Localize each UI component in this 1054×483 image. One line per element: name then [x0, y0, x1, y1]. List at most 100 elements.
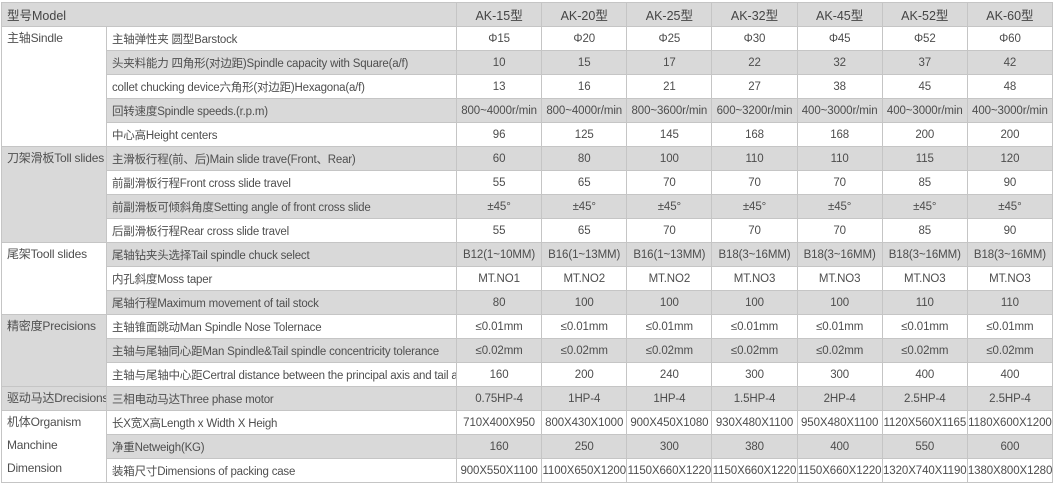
spec-label-cell: 内孔斜度Moss taper	[105, 266, 458, 291]
value-cell: 70	[626, 170, 713, 195]
value-cell: ≤0.01mm	[456, 314, 543, 339]
value-cell: 120	[966, 146, 1054, 171]
value-cell: 400~3000r/min	[966, 98, 1054, 123]
value-cell: ≤0.01mm	[541, 314, 628, 339]
value-cell: 22	[711, 50, 798, 75]
spec-label-cell: 装箱尺寸Dimensions of packing case	[105, 458, 458, 483]
group-label-line: Manchine	[7, 438, 58, 453]
value-cell: 200	[966, 122, 1054, 147]
table-row: 回转速度Spindle speeds.(r.p.m) 800~4000r/min…	[1, 98, 1054, 123]
value-cell: 160	[456, 434, 543, 459]
value-cell: 10	[456, 50, 543, 75]
value-cell: 17	[626, 50, 713, 75]
value-cell: 100	[796, 290, 883, 315]
spec-label-cell: 三相电动马达Three phase motor	[105, 386, 458, 411]
spec-label-cell: 前副滑板可倾斜角度Setting angle of front cross sl…	[105, 194, 458, 219]
value-cell: 1100X650X1200	[541, 458, 628, 483]
spec-label-cell: 主轴与尾轴中心距Certral distance between the pri…	[105, 362, 458, 387]
value-cell: 100	[711, 290, 798, 315]
column-header-model: AK-32型	[711, 2, 798, 27]
value-cell: 900X550X1100	[456, 458, 543, 483]
column-header-model: AK-45型	[796, 2, 883, 27]
value-cell: 60	[456, 146, 543, 171]
value-cell: ±45°	[626, 194, 713, 219]
column-header-model: AK-52型	[881, 2, 968, 27]
column-header-model: AK-20型	[541, 2, 628, 27]
value-cell: 15	[541, 50, 628, 75]
value-cell: Φ25	[626, 26, 713, 51]
value-cell: MT.NO3	[966, 266, 1054, 291]
value-cell: 240	[626, 362, 713, 387]
value-cell: ≤0.01mm	[796, 314, 883, 339]
spec-label-cell: 净重Netweigh(KG)	[105, 434, 458, 459]
table-row: 装箱尺寸Dimensions of packing case 900X550X1…	[1, 458, 1054, 483]
value-cell: 550	[881, 434, 968, 459]
value-cell: 300	[626, 434, 713, 459]
value-cell: Φ52	[881, 26, 968, 51]
value-cell: 400	[881, 362, 968, 387]
table-row: 前副滑板可倾斜角度Setting angle of front cross sl…	[1, 194, 1054, 219]
group-label-line: 机体Organism	[7, 415, 82, 429]
value-cell: MT.NO2	[541, 266, 628, 291]
group-label-cell: 驱动马达Drecisions	[1, 386, 107, 411]
spec-label-cell: 尾轴行程Maximum movement of tail stock	[105, 290, 458, 315]
value-cell: 1150X660X1220	[626, 458, 713, 483]
table-row: 驱动马达Drecisions 三相电动马达Three phase motor 0…	[1, 386, 1054, 411]
value-cell: Φ20	[541, 26, 628, 51]
value-cell: 168	[796, 122, 883, 147]
table-row: 主轴与尾轴同心距Man Spindle&Tail spindle concent…	[1, 338, 1054, 363]
value-cell: 400~3000r/min	[881, 98, 968, 123]
value-cell: ≤0.01mm	[881, 314, 968, 339]
spec-label-cell: 主轴弹性夹 圆型Barstock	[105, 26, 458, 51]
value-cell: ±45°	[966, 194, 1054, 219]
table-row: 前副滑板行程Front cross slide travel 55 65 70 …	[1, 170, 1054, 195]
table-row: 后副滑板行程Rear cross slide travel 55 65 70 7…	[1, 218, 1054, 243]
value-cell: ≤0.01mm	[711, 314, 798, 339]
value-cell: 90	[966, 218, 1054, 243]
value-cell: 70	[796, 170, 883, 195]
value-cell: B18(3~16MM)	[881, 242, 968, 267]
value-cell: 65	[541, 170, 628, 195]
value-cell: ≤0.02mm	[541, 338, 628, 363]
group-label-cell: 精密度Precisions	[1, 314, 107, 387]
spec-label-cell: collet chucking device六角形(对边距)Hexagona(a…	[105, 74, 458, 99]
value-cell: 13	[456, 74, 543, 99]
value-cell: ≤0.02mm	[796, 338, 883, 363]
value-cell: 1120X560X1165	[881, 410, 968, 435]
value-cell: ±45°	[456, 194, 543, 219]
value-cell: 45	[881, 74, 968, 99]
value-cell: 1150X660X1220	[796, 458, 883, 483]
value-cell: 110	[881, 290, 968, 315]
value-cell: 800~4000r/min	[456, 98, 543, 123]
value-cell: 145	[626, 122, 713, 147]
value-cell: 90	[966, 170, 1054, 195]
spec-label-cell: 后副滑板行程Rear cross slide travel	[105, 218, 458, 243]
value-cell: 400	[966, 362, 1054, 387]
value-cell: 710X400X950	[456, 410, 543, 435]
value-cell: 115	[881, 146, 968, 171]
value-cell: 110	[796, 146, 883, 171]
value-cell: 400	[796, 434, 883, 459]
spec-label-cell: 主轴锥面跳动Man Spindle Nose Tolernace	[105, 314, 458, 339]
spec-label-cell: 尾轴钻夹头选择Tail spindle chuck select	[105, 242, 458, 267]
value-cell: 600	[966, 434, 1054, 459]
value-cell: 1180X600X1200	[966, 410, 1054, 435]
value-cell: 42	[966, 50, 1054, 75]
value-cell: 100	[541, 290, 628, 315]
value-cell: 1320X740X1190	[881, 458, 968, 483]
spec-label-cell: 主滑板行程(前、后)Main slide trave(Front、Rear)	[105, 146, 458, 171]
value-cell: MT.NO3	[711, 266, 798, 291]
value-cell: 27	[711, 74, 798, 99]
table-header-row: 型号Model AK-15型 AK-20型 AK-25型 AK-32型 AK-4…	[0, 2, 1054, 27]
table-row: 内孔斜度Moss taper MT.NO1 MT.NO2 MT.NO2 MT.N…	[1, 266, 1054, 291]
value-cell: 96	[456, 122, 543, 147]
group-label-cell: 刀架滑板Toll slides	[1, 146, 107, 243]
value-cell: 2.5HP-4	[881, 386, 968, 411]
value-cell: 0.75HP-4	[456, 386, 543, 411]
value-cell: ±45°	[711, 194, 798, 219]
value-cell: B16(1~13MM)	[626, 242, 713, 267]
value-cell: 250	[541, 434, 628, 459]
value-cell: 80	[541, 146, 628, 171]
value-cell: 2.5HP-4	[966, 386, 1054, 411]
value-cell: MT.NO3	[881, 266, 968, 291]
